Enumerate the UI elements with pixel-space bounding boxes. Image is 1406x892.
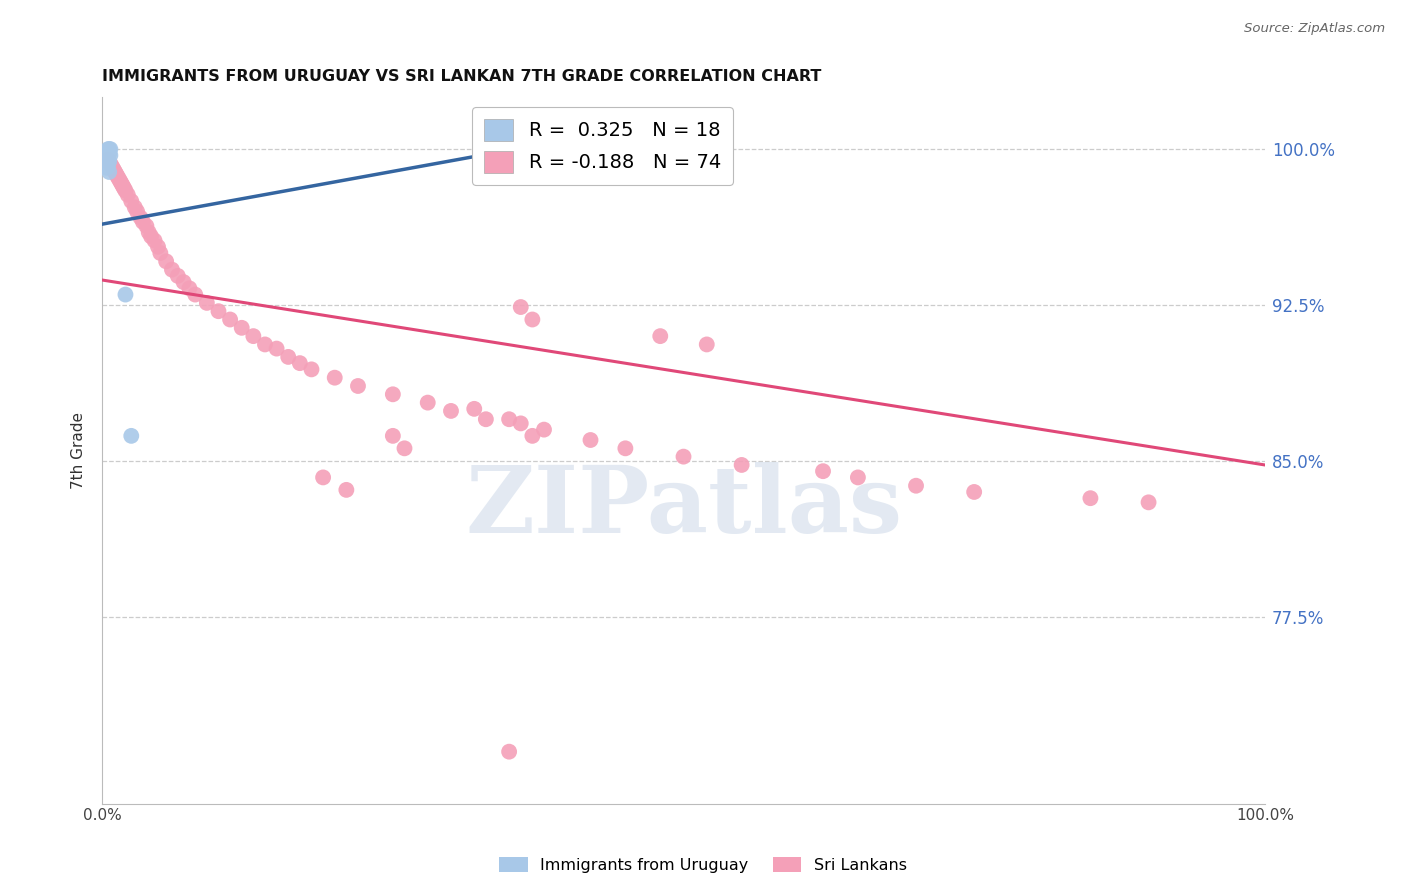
Point — [219, 312, 242, 326]
Point — [498, 412, 520, 426]
Point — [905, 479, 928, 493]
Point — [533, 423, 555, 437]
Point — [146, 240, 169, 254]
Point — [98, 146, 121, 161]
Point — [149, 246, 172, 260]
Point — [124, 200, 146, 214]
Point — [381, 429, 404, 443]
Point — [288, 356, 311, 370]
Point — [811, 464, 834, 478]
Point — [97, 159, 120, 173]
Point — [347, 379, 370, 393]
Point — [135, 219, 157, 233]
Legend: R =  0.325   N = 18, R = -0.188   N = 74: R = 0.325 N = 18, R = -0.188 N = 74 — [472, 107, 733, 185]
Point — [1137, 495, 1160, 509]
Point — [127, 204, 149, 219]
Point — [394, 442, 416, 456]
Point — [98, 154, 121, 169]
Point — [730, 458, 752, 472]
Point — [498, 142, 520, 156]
Point — [498, 745, 520, 759]
Point — [416, 395, 439, 409]
Point — [111, 178, 134, 192]
Point — [117, 187, 139, 202]
Point — [96, 151, 118, 165]
Point — [381, 387, 404, 401]
Point — [100, 159, 122, 173]
Text: IMMIGRANTS FROM URUGUAY VS SRI LANKAN 7TH GRADE CORRELATION CHART: IMMIGRANTS FROM URUGUAY VS SRI LANKAN 7T… — [103, 69, 821, 84]
Point — [166, 268, 188, 283]
Point — [173, 275, 195, 289]
Point — [253, 337, 276, 351]
Point — [138, 225, 160, 239]
Point — [114, 184, 136, 198]
Point — [155, 254, 177, 268]
Point — [184, 287, 207, 301]
Point — [475, 412, 498, 426]
Point — [503, 142, 526, 156]
Point — [195, 296, 218, 310]
Text: ZIPatlas: ZIPatlas — [465, 462, 903, 552]
Point — [335, 483, 357, 497]
Point — [139, 229, 162, 244]
Y-axis label: 7th Grade: 7th Grade — [72, 412, 86, 489]
Point — [312, 470, 335, 484]
Point — [97, 145, 120, 159]
Point — [110, 175, 132, 189]
Point — [509, 142, 531, 156]
Point — [97, 142, 120, 156]
Point — [97, 153, 120, 167]
Point — [179, 281, 201, 295]
Point — [231, 321, 253, 335]
Point — [98, 156, 121, 170]
Point — [323, 370, 346, 384]
Point — [98, 154, 121, 169]
Point — [463, 401, 485, 416]
Point — [266, 342, 288, 356]
Point — [108, 173, 131, 187]
Point — [94, 156, 117, 170]
Point — [277, 350, 299, 364]
Point — [103, 162, 125, 177]
Point — [112, 181, 135, 195]
Point — [522, 312, 544, 326]
Point — [98, 142, 121, 156]
Point — [963, 485, 986, 500]
Legend: Immigrants from Uruguay, Sri Lankans: Immigrants from Uruguay, Sri Lankans — [492, 851, 914, 880]
Point — [440, 404, 463, 418]
Point — [104, 165, 127, 179]
Point — [97, 153, 120, 167]
Point — [650, 329, 672, 343]
Point — [301, 362, 323, 376]
Point — [207, 304, 229, 318]
Point — [242, 329, 264, 343]
Point — [696, 337, 718, 351]
Point — [98, 148, 121, 162]
Point — [96, 161, 118, 175]
Point — [114, 287, 136, 301]
Text: Source: ZipAtlas.com: Source: ZipAtlas.com — [1244, 22, 1385, 36]
Point — [112, 179, 135, 194]
Point — [120, 194, 142, 208]
Point — [120, 429, 142, 443]
Point — [509, 417, 531, 431]
Point — [846, 470, 869, 484]
Point — [509, 300, 531, 314]
Point — [160, 262, 183, 277]
Point — [522, 429, 544, 443]
Point — [105, 169, 128, 183]
Point — [143, 234, 166, 248]
Point — [101, 161, 124, 175]
Point — [107, 171, 129, 186]
Point — [105, 167, 128, 181]
Point — [614, 442, 637, 456]
Point — [579, 433, 602, 447]
Point — [129, 211, 152, 225]
Point — [132, 215, 155, 229]
Point — [1080, 491, 1102, 506]
Point — [672, 450, 695, 464]
Point — [98, 165, 121, 179]
Point — [98, 142, 121, 156]
